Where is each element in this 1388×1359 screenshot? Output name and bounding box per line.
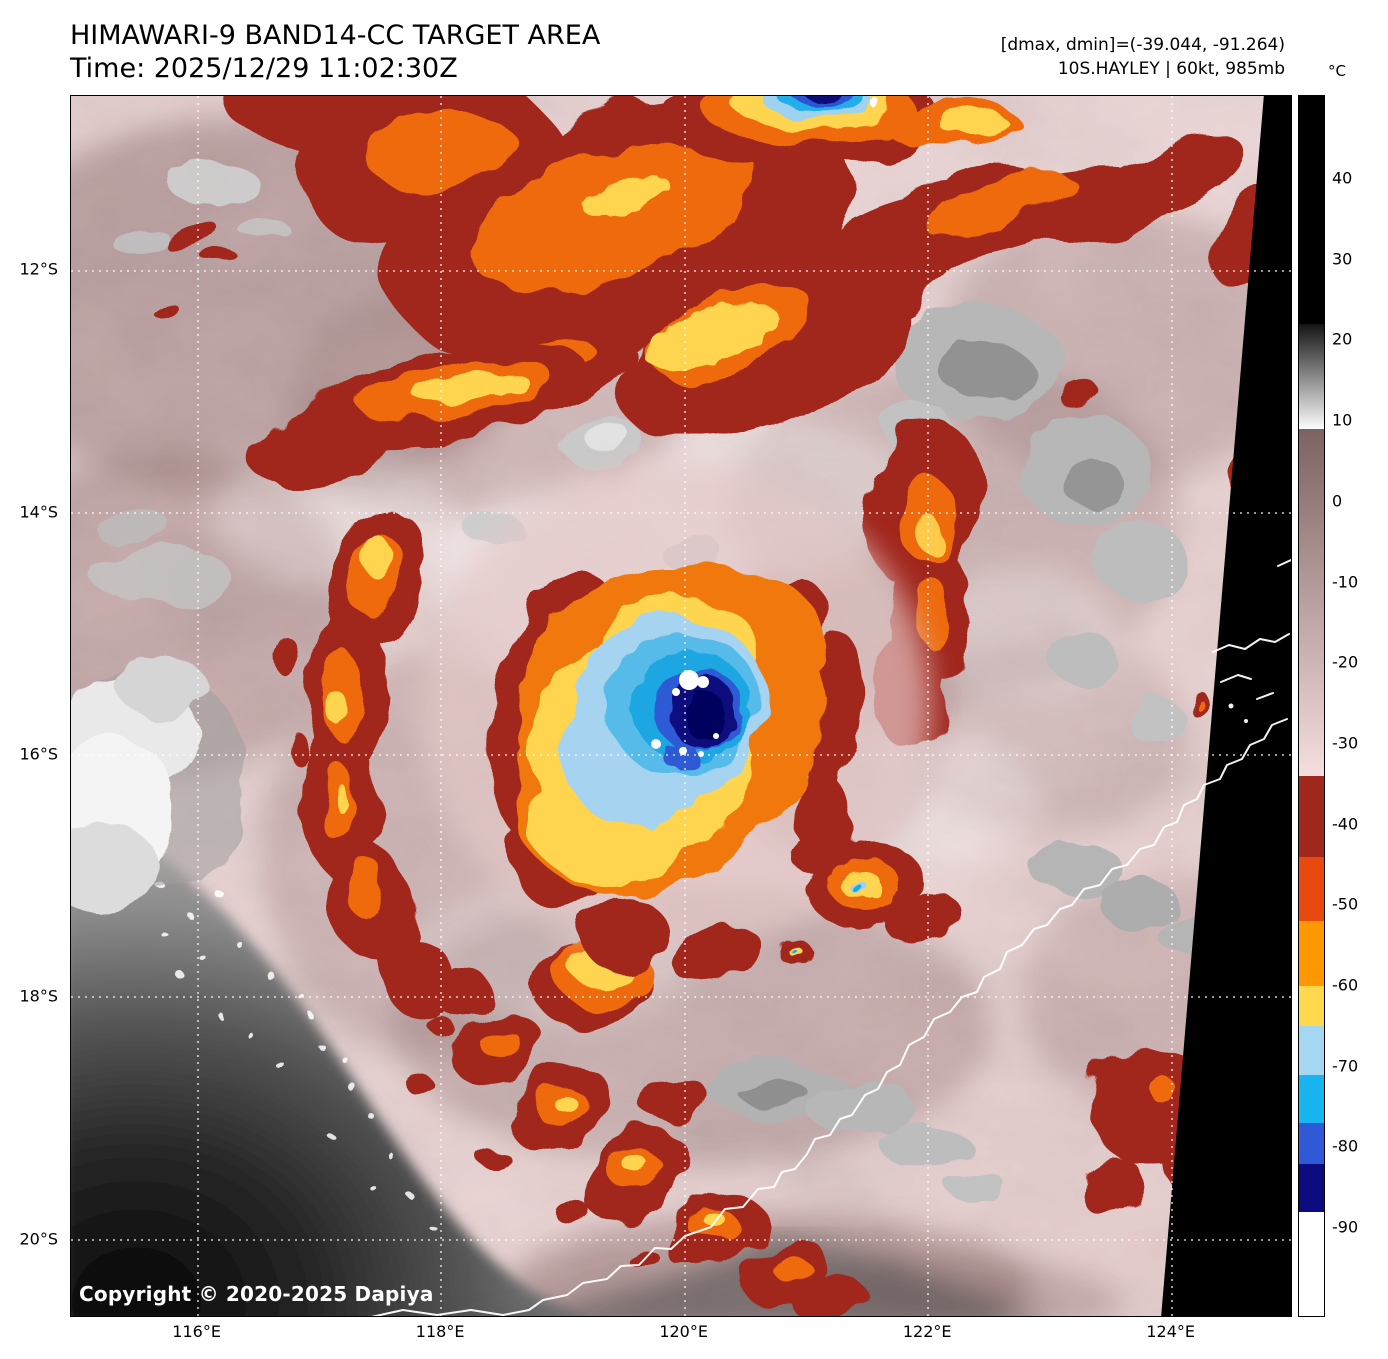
colorbar-ticks: 40 30 20 10 0 -10 -20 -30 -40 -50 -60 -70 -80 -90 bbox=[1332, 95, 1384, 1315]
convection-west-band bbox=[274, 507, 453, 1020]
convection-se-storm bbox=[779, 838, 960, 966]
lat-axis: 12°S 14°S 16°S 18°S 20°S bbox=[0, 95, 62, 1315]
colorbar-tick-label: -60 bbox=[1332, 975, 1359, 995]
colorbar-tick-label: 0 bbox=[1332, 491, 1343, 511]
colorbar-segment bbox=[1299, 985, 1324, 1028]
colorbar-tick-label: 40 bbox=[1332, 168, 1353, 188]
dmax-dmin-annotation: [dmax, dmin]=(-39.044, -91.264) bbox=[1000, 35, 1285, 55]
convection-top-cold-storm bbox=[666, 96, 1021, 169]
figure-titles: HIMAWARI-9 BAND14-CC TARGET AREA Time: 2… bbox=[70, 20, 600, 86]
colorbar-segment bbox=[1299, 1163, 1324, 1213]
lon-tick-label: 124°E bbox=[1146, 1322, 1195, 1341]
colorbar bbox=[1298, 95, 1325, 1317]
colorbar-segment bbox=[1299, 776, 1324, 858]
colorbar-tick-label: -40 bbox=[1332, 814, 1359, 834]
lat-tick-label: 18°S bbox=[19, 986, 58, 1006]
lon-tick-label: 120°E bbox=[659, 1322, 708, 1341]
colorbar-tick-label: 10 bbox=[1332, 410, 1353, 430]
lat-tick-label: 20°S bbox=[19, 1229, 58, 1249]
colorbar-segment bbox=[1299, 856, 1324, 923]
copyright-watermark: Copyright © 2020-2025 Dapiya bbox=[79, 1282, 434, 1306]
colorbar-tick-label: -20 bbox=[1332, 652, 1359, 672]
cyclone bbox=[421, 463, 931, 986]
white-cloud-cluster bbox=[71, 656, 246, 911]
colorbar-tick-label: -80 bbox=[1332, 1136, 1359, 1156]
figure-title: HIMAWARI-9 BAND14-CC TARGET AREA bbox=[70, 20, 601, 51]
swath-edge-black bbox=[1161, 96, 1291, 1316]
colorbar-segment bbox=[1299, 96, 1324, 326]
lon-tick-label: 118°E bbox=[415, 1322, 465, 1341]
colorbar-tick-label: 20 bbox=[1332, 329, 1353, 349]
colorbar-tick-label: -50 bbox=[1332, 894, 1359, 914]
colorbar-segment bbox=[1299, 429, 1324, 778]
colorbar-tick-label: -30 bbox=[1332, 733, 1359, 753]
figure-annotations: [dmax, dmin]=(-39.044, -91.264) 10S.HAYL… bbox=[1001, 34, 1285, 82]
colorbar-tick-label: 30 bbox=[1332, 249, 1353, 269]
colorbar-segment bbox=[1299, 324, 1324, 431]
colorbar-unit-label: °C bbox=[1328, 62, 1346, 80]
colorbar-segment bbox=[1299, 1211, 1324, 1316]
colorbar-segment bbox=[1299, 1123, 1324, 1165]
colorbar-segment bbox=[1299, 1026, 1324, 1076]
map-plot: Copyright © 2020-2025 Dapiya bbox=[70, 95, 1292, 1317]
cyclone-overshooting-tops bbox=[651, 670, 719, 757]
lat-tick-label: 12°S bbox=[19, 259, 58, 279]
colorbar-tick-label: -90 bbox=[1332, 1217, 1359, 1237]
convection-south-band bbox=[407, 940, 871, 1316]
colorbar-tick-label: -70 bbox=[1332, 1056, 1359, 1076]
lon-axis: 116°E 118°E 120°E 122°E 124°E bbox=[70, 1322, 1290, 1348]
coastline bbox=[370, 559, 1291, 1316]
colorbar-tick-label: -10 bbox=[1332, 572, 1359, 592]
storm-annotation: 10S.HAYLEY | 60kt, 985mb bbox=[1057, 58, 1285, 79]
lat-tick-label: 16°S bbox=[19, 744, 58, 764]
lon-tick-label: 116°E bbox=[172, 1322, 221, 1341]
convection-left-band bbox=[249, 343, 589, 483]
lat-tick-label: 14°S bbox=[19, 502, 58, 522]
gridlines bbox=[71, 96, 1291, 1316]
colorbar-segment bbox=[1299, 1074, 1324, 1125]
figure-subtitle-time: Time: 2025/12/29 11:02:30Z bbox=[70, 52, 458, 84]
colorbar-segment bbox=[1299, 921, 1324, 987]
satellite-scene bbox=[71, 96, 1291, 1316]
lon-tick-label: 122°E bbox=[902, 1322, 952, 1341]
